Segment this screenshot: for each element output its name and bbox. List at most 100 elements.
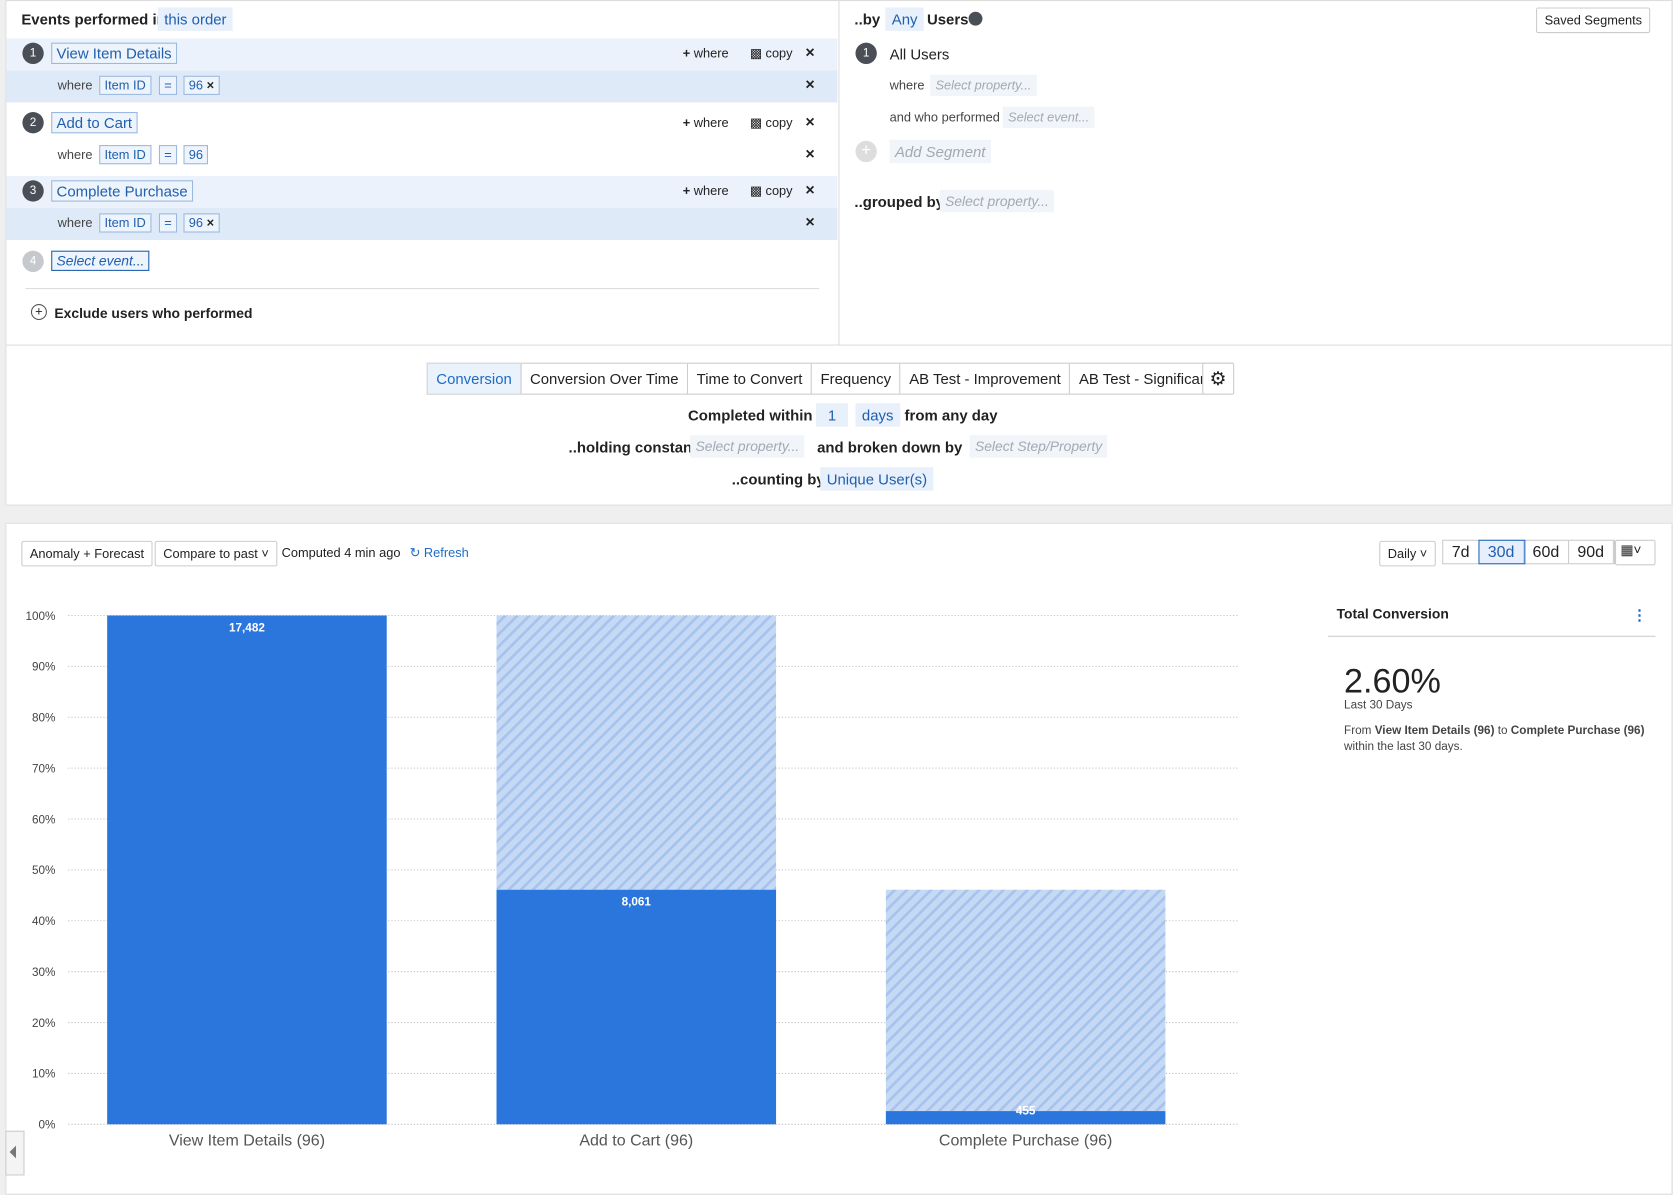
y-tick-label: 70% bbox=[32, 762, 55, 775]
saved-segments[interactable]: Saved Segments bbox=[1536, 7, 1651, 34]
value[interactable]: 96 × bbox=[183, 213, 220, 233]
property[interactable]: Item ID bbox=[99, 75, 152, 95]
any[interactable]: Any bbox=[885, 7, 924, 31]
chart: 0% 10% 20% 30% 40% 50% 60% 70% 80% 90% 100% View It… bbox=[25, 610, 1239, 1150]
calendar[interactable]: ▦˅ bbox=[1614, 539, 1656, 566]
bar-label: 8,061 bbox=[622, 896, 652, 909]
remove-filter[interactable]: × bbox=[805, 144, 815, 163]
add-where[interactable]: + where bbox=[682, 114, 729, 130]
event[interactable]: View Item Details bbox=[51, 42, 177, 65]
exclude[interactable]: Exclude users who performed bbox=[54, 305, 253, 322]
property[interactable]: Item ID bbox=[99, 213, 152, 233]
order[interactable]: this order bbox=[157, 7, 233, 31]
summary-title: Total Conversion bbox=[1336, 605, 1449, 622]
remove-filter[interactable]: × bbox=[805, 75, 815, 94]
value[interactable]: 96 bbox=[183, 144, 209, 164]
add-where[interactable]: + where bbox=[682, 45, 729, 61]
counting: ..counting by bbox=[731, 470, 825, 488]
summary-to: to bbox=[1497, 724, 1511, 738]
grouped-placeholder[interactable]: Select property... bbox=[939, 189, 1055, 213]
operator[interactable]: = bbox=[158, 144, 178, 164]
broken: and broken down by bbox=[817, 438, 963, 456]
range[interactable]: 30d bbox=[1478, 539, 1526, 565]
menu[interactable]: ⋮ bbox=[1632, 605, 1647, 623]
y-tick-label: 40% bbox=[32, 915, 55, 928]
performed-placeholder[interactable]: Select event... bbox=[1002, 106, 1095, 129]
remove[interactable]: × bbox=[805, 43, 815, 62]
range[interactable]: 90d bbox=[1569, 540, 1614, 564]
grouped-by: ..grouped by bbox=[854, 193, 945, 211]
remove[interactable]: × bbox=[805, 181, 815, 200]
bar bbox=[885, 1111, 1166, 1125]
where: where bbox=[57, 77, 93, 93]
copy[interactable]: ▩ copy bbox=[749, 183, 793, 199]
where-placeholder[interactable]: Select property... bbox=[930, 74, 1037, 97]
tab[interactable]: AB Test - Significance bbox=[1078, 370, 1224, 388]
x-tick-label: View Item Details (96) bbox=[169, 1133, 325, 1150]
dropoff-bar bbox=[885, 889, 1166, 1112]
settings-gear[interactable]: ⚙ bbox=[1202, 362, 1235, 395]
interval[interactable]: Daily ˅ bbox=[1379, 540, 1436, 567]
range[interactable]: 7d bbox=[1443, 540, 1480, 564]
step-number: 3 bbox=[22, 180, 44, 202]
add-icon[interactable]: + bbox=[855, 140, 877, 163]
operator[interactable]: = bbox=[158, 213, 178, 233]
where: where bbox=[57, 146, 93, 162]
users: Users bbox=[926, 10, 969, 28]
exclude-icon[interactable]: + bbox=[30, 304, 47, 321]
remove-filter[interactable]: × bbox=[805, 213, 815, 232]
completed-within: Completed within bbox=[688, 406, 813, 424]
event[interactable]: Complete Purchase bbox=[51, 180, 194, 202]
step-number: 1 bbox=[22, 42, 44, 65]
event[interactable]: Add to Cart bbox=[51, 111, 138, 133]
separator bbox=[25, 288, 820, 290]
performed: and who performed bbox=[889, 109, 1000, 125]
bar bbox=[107, 615, 387, 1125]
y-tick-label: 10% bbox=[32, 1068, 55, 1081]
tab[interactable]: Frequency bbox=[812, 363, 901, 394]
summary-rule bbox=[1328, 635, 1656, 637]
by: ..by bbox=[854, 10, 881, 28]
dropoff-bar bbox=[496, 615, 777, 890]
range[interactable]: 60d bbox=[1524, 540, 1569, 564]
remove[interactable]: × bbox=[805, 112, 815, 131]
select-event[interactable]: Select event... bbox=[51, 250, 150, 271]
within-unit[interactable]: days bbox=[855, 403, 900, 427]
y-tick-label: 50% bbox=[32, 864, 55, 877]
where: where bbox=[889, 77, 925, 93]
add-segment[interactable]: Add Segment bbox=[889, 139, 991, 164]
from: from any day bbox=[904, 406, 998, 424]
property[interactable]: Item ID bbox=[99, 144, 152, 164]
tab[interactable]: Time to Convert bbox=[688, 363, 812, 394]
tabs: Conversion Conversion Over Time Time to Co… bbox=[426, 362, 1234, 395]
within-value[interactable]: 1 bbox=[816, 403, 849, 427]
compare[interactable]: Compare to past ˅ bbox=[154, 540, 278, 567]
summary-from: From bbox=[1344, 724, 1375, 738]
scroll-left[interactable] bbox=[5, 1130, 25, 1176]
x-tick-label: Complete Purchase (96) bbox=[939, 1133, 1112, 1150]
counting-value[interactable]: Unique User(s) bbox=[820, 467, 934, 491]
operator[interactable]: = bbox=[158, 75, 178, 95]
summary-start: View Item Details (96) bbox=[1374, 724, 1498, 738]
anomaly[interactable]: Anomaly + Forecast bbox=[21, 540, 153, 567]
refresh[interactable]: ↻ Refresh bbox=[409, 545, 469, 561]
computed: Computed 4 min ago bbox=[281, 545, 401, 561]
y-tick-label: 0% bbox=[39, 1119, 56, 1132]
add-where[interactable]: + where bbox=[682, 183, 729, 199]
divider bbox=[838, 0, 840, 345]
tab[interactable]: Conversion Over Time bbox=[521, 363, 689, 394]
copy[interactable]: ▩ copy bbox=[749, 45, 793, 61]
broken-placeholder[interactable]: Select Step/Property bbox=[969, 435, 1108, 458]
copy[interactable]: ▩ copy bbox=[749, 114, 793, 130]
y-tick-label: 100% bbox=[25, 610, 55, 623]
bar-label: 455 bbox=[1016, 1104, 1036, 1117]
summary-period: Last 30 Days bbox=[1344, 698, 1413, 712]
y-tick-label: 80% bbox=[32, 712, 55, 725]
ranges: 7d 30d 60d 90d bbox=[1442, 539, 1615, 565]
tab[interactable]: Conversion bbox=[427, 363, 522, 394]
tab[interactable]: AB Test - Improvement bbox=[901, 363, 1071, 394]
holding-placeholder[interactable]: Select property... bbox=[690, 435, 805, 458]
value[interactable]: 96 × bbox=[183, 75, 220, 95]
